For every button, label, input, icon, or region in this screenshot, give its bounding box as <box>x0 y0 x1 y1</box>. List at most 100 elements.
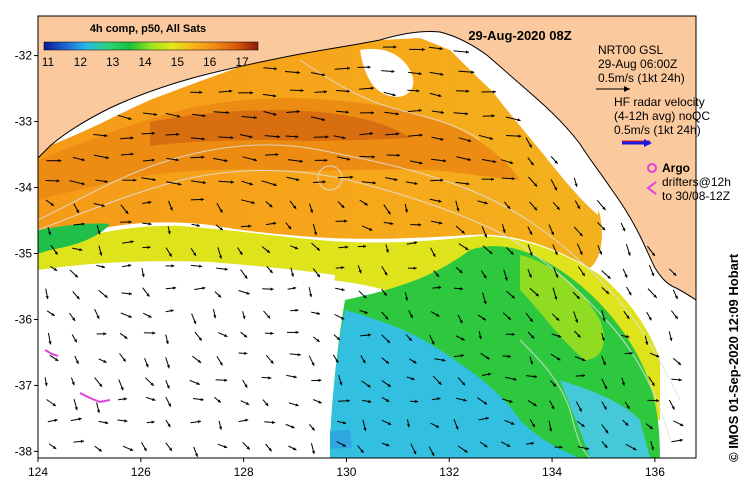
velocity-arrow-head <box>148 222 152 226</box>
x-tick-label: 124 <box>28 465 48 479</box>
velocity-arrow-head <box>535 293 539 297</box>
velocity-arrow-head <box>322 73 326 77</box>
velocity-arrow-head <box>313 231 317 236</box>
velocity-arrow-head <box>130 136 134 140</box>
velocity-arrow-head <box>309 293 313 298</box>
velocity-arrow-head <box>244 275 248 279</box>
y-tick-label: -34 <box>15 181 33 195</box>
velocity-arrow-head <box>105 421 109 425</box>
velocity-arrow-head <box>323 90 327 94</box>
velocity-arrow-head <box>176 132 180 136</box>
velocity-arrow-head <box>554 251 558 256</box>
velocity-arrow-head <box>249 182 253 186</box>
velocity-arrow-head <box>673 272 677 276</box>
legend-nrt-line3: 0.5m/s (1kt 24h) <box>598 71 685 85</box>
velocity-arrow-head <box>125 210 129 214</box>
velocity-arrow-head <box>345 245 349 249</box>
velocity-arrow-head <box>197 420 201 424</box>
velocity-arrow-head <box>73 339 77 343</box>
velocity-arrow-head <box>224 334 228 337</box>
velocity-arrow-head <box>273 67 277 71</box>
velocity-arrow-head <box>81 158 85 162</box>
velocity-arrow-head <box>528 274 532 278</box>
velocity-arrow-head <box>345 110 349 114</box>
velocity-arrow-head <box>103 359 107 363</box>
velocity-arrow-head <box>577 205 580 209</box>
velocity-arrow-head <box>269 204 273 208</box>
sst-lime-patch <box>520 255 605 360</box>
velocity-arrow-head <box>395 112 399 116</box>
velocity-arrow-head <box>53 267 58 271</box>
velocity-arrow-head <box>504 277 508 281</box>
velocity-arrow-head <box>133 178 137 182</box>
velocity-arrow-head <box>602 361 606 366</box>
velocity-arrow-head <box>385 249 389 253</box>
velocity-arrow-head <box>383 292 387 296</box>
velocity-arrow-head <box>419 161 423 165</box>
velocity-arrow-head <box>219 209 223 213</box>
velocity-arrow-head <box>669 337 673 341</box>
velocity-arrow-head <box>45 295 49 299</box>
velocity-arrow-head <box>556 206 560 210</box>
velocity-arrow-head <box>325 135 329 139</box>
velocity-arrow-head <box>245 401 250 405</box>
velocity-arrow-head <box>483 401 488 405</box>
velocity-arrow-head <box>296 110 300 114</box>
velocity-arrow-head <box>54 357 59 361</box>
colorbar-tick-label: 14 <box>138 55 152 69</box>
velocity-arrow-head <box>459 319 463 324</box>
velocity-arrow-head <box>124 335 128 339</box>
legend-drifters-line1: drifters@12h <box>662 175 731 189</box>
velocity-arrow-head <box>152 331 156 335</box>
velocity-arrow-head <box>413 360 417 364</box>
velocity-arrow-head <box>128 264 132 268</box>
velocity-arrow-head <box>81 222 85 226</box>
velocity-arrow-head <box>224 158 228 163</box>
velocity-arrow-head <box>99 252 103 256</box>
velocity-arrow-head <box>442 358 446 362</box>
velocity-arrow-head <box>456 208 460 212</box>
velocity-arrow-head <box>213 315 217 319</box>
velocity-arrow-head <box>122 358 126 362</box>
velocity-arrow-head <box>168 253 172 257</box>
velocity-arrow-head <box>418 108 422 113</box>
velocity-arrow-head <box>502 229 506 233</box>
velocity-arrow-head <box>459 287 463 291</box>
velocity-arrow-head <box>483 275 487 279</box>
velocity-arrow-head <box>324 158 328 162</box>
velocity-arrow-head <box>679 438 683 442</box>
velocity-arrow-head <box>48 341 52 345</box>
velocity-arrow-head <box>318 378 322 382</box>
velocity-arrow-head <box>218 255 222 259</box>
velocity-arrow-head <box>529 231 533 235</box>
velocity-arrow-head <box>393 45 397 49</box>
velocity-arrow-head <box>440 72 444 76</box>
velocity-arrow-head <box>51 312 55 316</box>
velocity-arrow-head <box>71 381 75 386</box>
velocity-arrow-head <box>405 297 409 301</box>
y-tick-label: -37 <box>15 378 33 392</box>
velocity-arrow-head <box>491 114 495 118</box>
x-tick-label: 136 <box>645 465 665 479</box>
velocity-arrow-head <box>465 247 469 250</box>
velocity-arrow-head <box>270 331 274 335</box>
velocity-arrow-head <box>193 320 197 325</box>
velocity-arrow-head <box>130 240 134 244</box>
colorbar-strip <box>43 41 259 51</box>
velocity-arrow-head <box>440 178 444 182</box>
velocity-arrow-head <box>601 226 606 231</box>
velocity-arrow-head <box>76 295 80 300</box>
velocity-arrow-head <box>128 314 132 318</box>
velocity-arrow-head <box>478 335 482 340</box>
velocity-arrow-head <box>340 316 345 320</box>
velocity-arrow-head <box>147 245 151 249</box>
velocity-arrow-head <box>196 381 200 385</box>
velocity-arrow-head <box>367 384 371 388</box>
velocity-arrow-head <box>169 207 173 211</box>
velocity-arrow-head <box>507 205 511 209</box>
velocity-arrow-head <box>419 133 423 137</box>
velocity-arrow-head <box>367 333 371 337</box>
velocity-arrow-head <box>341 288 345 292</box>
velocity-arrow-head <box>287 225 292 230</box>
velocity-arrow-head <box>603 406 607 410</box>
